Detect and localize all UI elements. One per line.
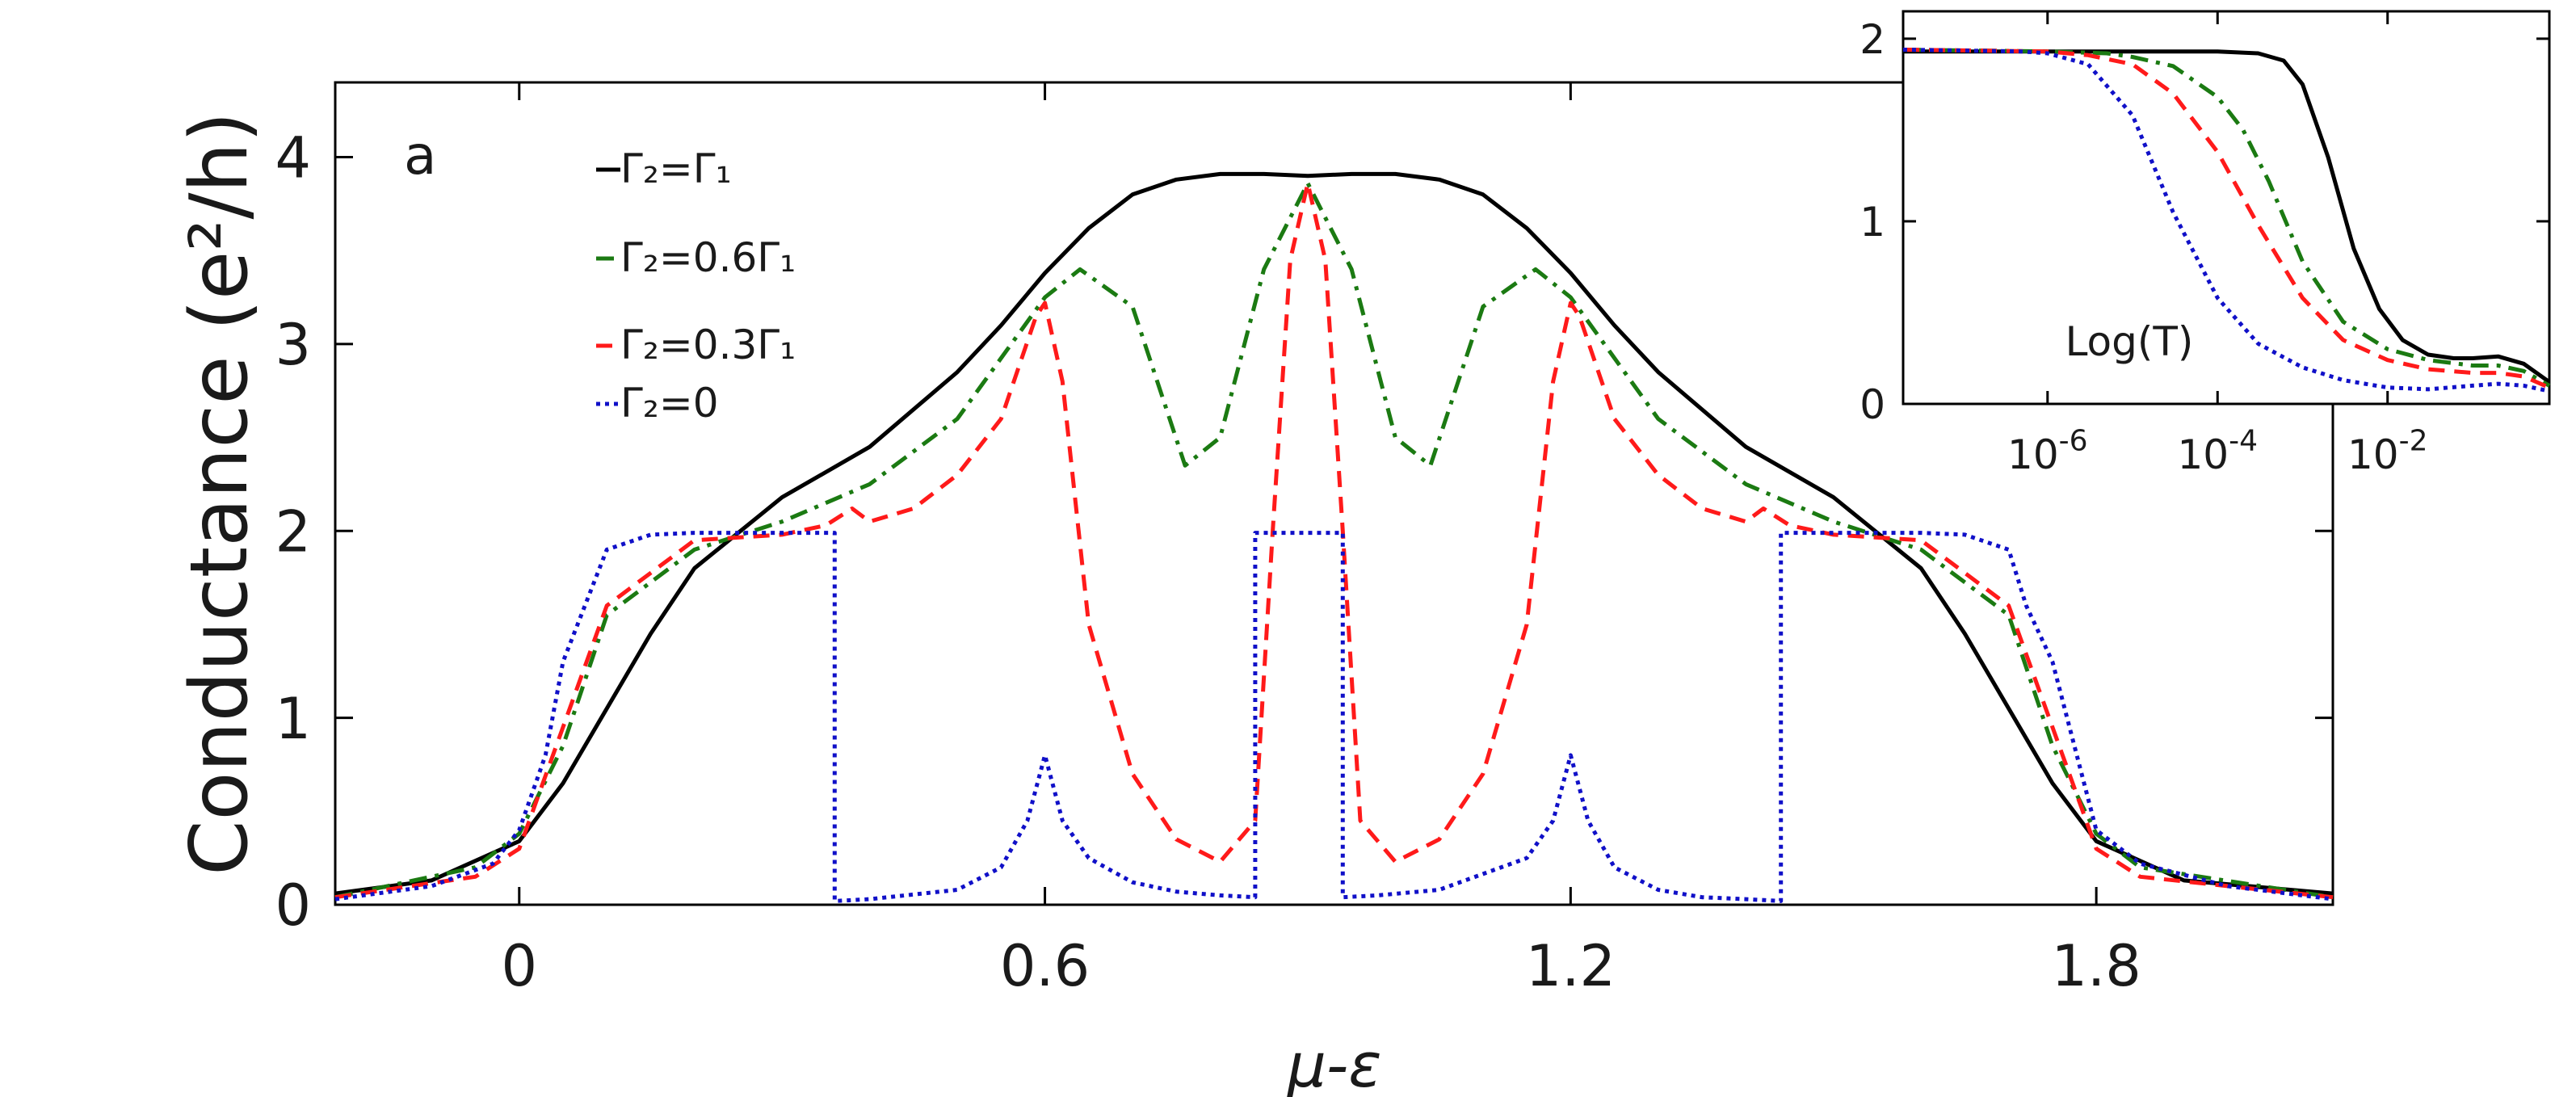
main-series-group [334, 171, 2334, 903]
inset-series-line-G06 [1902, 48, 2551, 388]
inset-y-tick-label: 2 [1860, 16, 1885, 63]
main-x-tick-label: 1.8 [2051, 933, 2141, 999]
main-x-tick-label: 1.2 [1526, 933, 1616, 999]
inset-x-tick-label: 10-4 [2177, 425, 2258, 479]
main-y-tick-label: 1 [275, 686, 311, 752]
y-axis-title: Conductance (e²/h) [174, 111, 266, 876]
main-axis-ticks: 0 0.6 1.2 1.8 0 1 2 3 4 [275, 82, 2333, 999]
main-plot-frame [334, 81, 2334, 906]
inset-plot-frame [1902, 10, 2551, 406]
inset-x-axis-title: Log(T) [2065, 318, 2194, 365]
legend-label-G1: Γ₂=Γ₁ [620, 145, 732, 192]
main-plot: 0 0.6 1.2 1.8 0 1 2 3 4 a Γ₂=Γ₁ Γ₂=0.6Γ₁ Γ₂=0.3Γ… [174, 81, 2334, 1097]
legend: Γ₂=Γ₁ Γ₂=0.6Γ₁ Γ₂=0.3Γ₁ Γ₂=0 [596, 145, 796, 427]
inset-y-tick-label: 1 [1860, 199, 1885, 246]
main-y-tick-label: 4 [275, 125, 311, 191]
legend-label-G03: Γ₂=0.3Γ₁ [620, 322, 796, 368]
inset-y-tick-label: 0 [1860, 381, 1885, 428]
main-y-tick-label: 2 [275, 498, 311, 565]
inset-background [1903, 11, 2576, 404]
main-y-tick-label: 3 [275, 312, 311, 378]
main-y-tick-label: 0 [275, 872, 311, 939]
legend-label-G0: Γ₂=0 [620, 380, 719, 427]
panel-label: a [404, 124, 436, 187]
main-x-tick-label: 0 [502, 933, 538, 999]
legend-label-G06: Γ₂=0.6Γ₁ [620, 234, 796, 281]
inset-series-group [1902, 48, 2551, 393]
inset-series-line-G1 [1903, 49, 2551, 384]
main-series-line-G1 [334, 171, 2334, 896]
inset-axis-ticks: 10-6 10-4 10-2 0 1 2 [1860, 11, 2549, 478]
inset-x-tick-label: 10-2 [2347, 425, 2428, 479]
main-series-line-G06 [334, 181, 2334, 900]
inset-x-tick-label: 10-6 [2007, 425, 2088, 479]
inset-series-line-G03 [1902, 48, 2550, 389]
main-x-tick-label: 0.6 [1000, 933, 1090, 999]
inset-plot: 10-6 10-4 10-2 0 1 2 Log(T) [1860, 10, 2576, 478]
x-axis-title: μ-ε [1287, 1029, 1382, 1097]
inset-series-line-G0 [1902, 48, 2550, 393]
main-series-line-G0 [334, 531, 2334, 903]
